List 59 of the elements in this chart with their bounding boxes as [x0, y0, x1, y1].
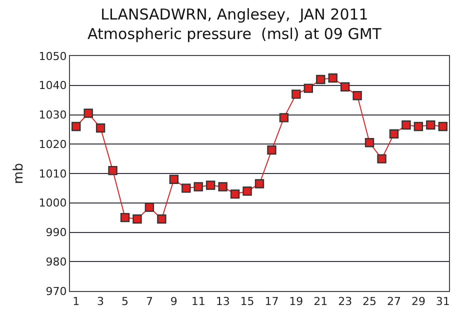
point	[169, 174, 179, 184]
point	[120, 212, 130, 222]
point	[340, 82, 350, 92]
point	[84, 108, 93, 118]
y-tick-label: 1040	[38, 79, 67, 92]
x-tick-label: 9	[170, 295, 178, 308]
point	[194, 182, 203, 192]
point	[364, 138, 374, 148]
y-tick-label: 1000	[38, 196, 67, 210]
x-tick-label: 3	[97, 295, 104, 308]
x-tick-label: 15	[240, 295, 254, 308]
x-tick-label: 19	[289, 295, 304, 308]
x-tick-label: 31	[436, 295, 450, 308]
point	[230, 189, 240, 199]
chart-title: LLANSADWRN, Anglesey, JAN 2011	[100, 5, 368, 24]
x-tick-label: 23	[338, 295, 352, 308]
point	[438, 122, 448, 132]
y-tick-label: 980	[46, 255, 67, 268]
y-tick-label: 1050	[38, 50, 67, 63]
point	[328, 73, 338, 83]
y-tick-label: 990	[46, 226, 67, 240]
point	[206, 180, 216, 190]
point	[402, 120, 411, 130]
point	[292, 90, 301, 99]
point	[254, 179, 264, 188]
point	[377, 154, 386, 164]
x-tick-label: 25	[362, 295, 377, 308]
point	[316, 74, 326, 84]
x-tick-label: 17	[264, 295, 279, 308]
point	[108, 166, 118, 176]
y-axis-title: mb	[12, 163, 27, 184]
chart-subtitle: Atmospheric pressure (msl) at 09 GMT	[88, 24, 382, 43]
x-tick-label: 21	[314, 295, 328, 308]
y-tick-label: 1020	[38, 138, 67, 151]
x-tick-label: 29	[411, 295, 426, 308]
point	[218, 182, 228, 192]
point	[426, 120, 436, 130]
point	[267, 145, 276, 155]
x-tick-label: 11	[191, 295, 206, 308]
x-tick-label: 27	[386, 295, 401, 308]
point	[279, 113, 289, 122]
point	[304, 84, 313, 93]
point	[352, 91, 362, 100]
point	[242, 186, 252, 196]
point	[144, 202, 154, 212]
point	[389, 129, 399, 138]
x-tick-label: 13	[216, 295, 230, 308]
point	[72, 122, 81, 132]
y-tick-label: 1010	[38, 167, 67, 180]
y-tick-label: 970	[46, 284, 67, 298]
x-tick-label: 1	[72, 295, 80, 308]
y-tick-label: 1030	[38, 108, 67, 122]
point	[96, 123, 106, 133]
point	[157, 214, 166, 224]
x-tick-label: 5	[122, 295, 129, 308]
x-tick-label: 7	[146, 295, 153, 308]
point	[132, 214, 142, 224]
point	[414, 122, 424, 132]
point	[182, 184, 191, 193]
